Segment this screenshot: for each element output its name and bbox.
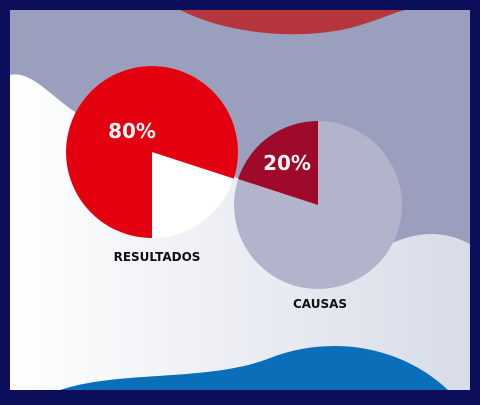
resultados-pie-slice: [66, 66, 239, 238]
slice-label-20: 20%: [263, 151, 311, 175]
category-label-causas: CAUSAS: [293, 297, 347, 311]
causas-pie-slice: [238, 121, 318, 205]
category-label-resultados: RESULTADOS: [114, 250, 201, 264]
bottom-blue-wave: [60, 346, 448, 390]
top-red-blob: [180, 10, 405, 35]
slice-label-80: 80%: [108, 119, 156, 143]
